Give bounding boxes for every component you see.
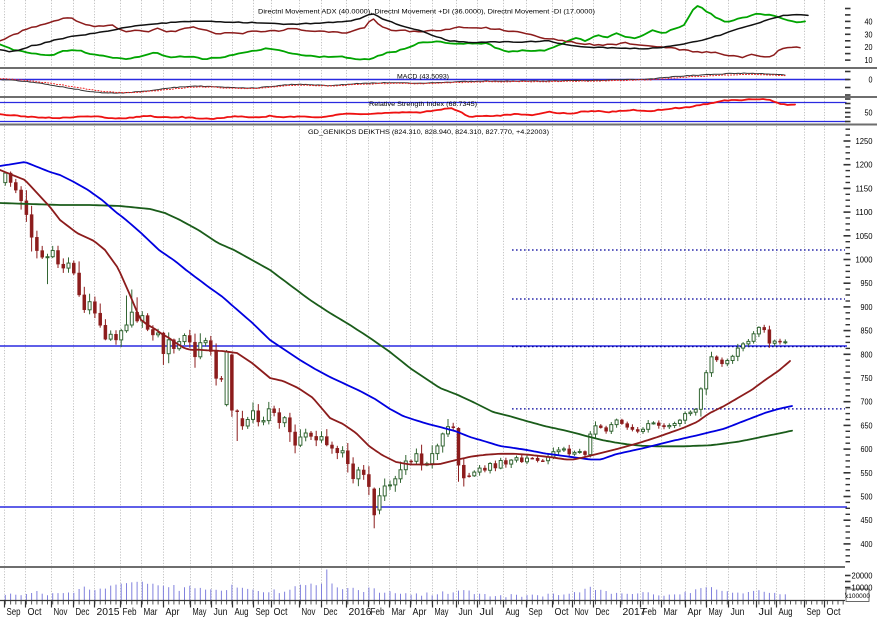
svg-text:Oct: Oct xyxy=(28,606,42,618)
svg-text:1000: 1000 xyxy=(856,255,873,265)
svg-text:650: 650 xyxy=(861,420,873,430)
svg-text:50: 50 xyxy=(865,108,873,118)
svg-text:500: 500 xyxy=(861,492,873,502)
svg-text:30: 30 xyxy=(865,29,873,39)
svg-text:1150: 1150 xyxy=(856,183,873,193)
svg-text:800: 800 xyxy=(861,349,873,359)
svg-text:Oct: Oct xyxy=(827,606,841,618)
svg-text:2015: 2015 xyxy=(97,606,120,618)
svg-text:Apr: Apr xyxy=(688,606,702,618)
svg-text:850: 850 xyxy=(861,326,873,336)
svg-text:Jul: Jul xyxy=(759,606,773,618)
svg-text:Mar: Mar xyxy=(664,606,678,618)
svg-text:1200: 1200 xyxy=(856,160,873,170)
svg-text:1250: 1250 xyxy=(856,136,873,146)
svg-text:700: 700 xyxy=(861,397,873,407)
svg-text:May: May xyxy=(709,606,724,618)
svg-text:1100: 1100 xyxy=(856,207,873,217)
svg-text:Relative Strength Index (68.73: Relative Strength Index (68.7345) xyxy=(369,101,477,108)
svg-text:20: 20 xyxy=(865,42,873,52)
svg-text:950: 950 xyxy=(861,278,873,288)
svg-text:0: 0 xyxy=(869,75,873,85)
svg-text:Mar: Mar xyxy=(392,606,406,618)
svg-text:2017: 2017 xyxy=(623,606,646,618)
svg-text:May: May xyxy=(435,606,450,618)
svg-text:Jun: Jun xyxy=(214,606,228,618)
svg-text:Dec: Dec xyxy=(324,606,338,618)
svg-text:Aug: Aug xyxy=(506,606,520,618)
svg-text:Dec: Dec xyxy=(76,606,90,618)
svg-text:Dec: Dec xyxy=(596,606,610,618)
svg-text:900: 900 xyxy=(861,302,873,312)
svg-text:450: 450 xyxy=(861,515,873,525)
svg-text:750: 750 xyxy=(861,373,873,383)
svg-text:Oct: Oct xyxy=(555,606,569,618)
svg-text:Directnl Movement ADX (40.0000: Directnl Movement ADX (40.0000), Directn… xyxy=(258,9,595,16)
svg-text:Jun: Jun xyxy=(459,606,473,618)
svg-text:600: 600 xyxy=(861,444,873,454)
svg-text:Nov: Nov xyxy=(575,606,590,618)
svg-text:550: 550 xyxy=(861,468,873,478)
svg-text:May: May xyxy=(193,606,208,618)
svg-text:Feb: Feb xyxy=(371,606,385,618)
svg-text:Aug: Aug xyxy=(235,606,249,618)
svg-text:Jul: Jul xyxy=(480,606,494,618)
svg-text:Mar: Mar xyxy=(144,606,158,618)
svg-text:Aug: Aug xyxy=(779,606,793,618)
svg-text:Apr: Apr xyxy=(166,606,180,618)
svg-text:1050: 1050 xyxy=(856,231,873,241)
svg-text:Sep: Sep xyxy=(256,606,270,618)
svg-text:MACD (43.5093): MACD (43.5093) xyxy=(397,74,449,81)
svg-text:Feb: Feb xyxy=(643,606,657,618)
svg-text:Feb: Feb xyxy=(123,606,137,618)
svg-text:400: 400 xyxy=(861,539,873,549)
svg-text:10: 10 xyxy=(865,55,873,65)
svg-text:Oct: Oct xyxy=(274,606,288,618)
svg-text:10000: 10000 xyxy=(852,583,873,593)
svg-text:Jun: Jun xyxy=(731,606,745,618)
svg-text:2016: 2016 xyxy=(349,606,372,618)
svg-text:Nov: Nov xyxy=(54,606,69,618)
svg-text:Nov: Nov xyxy=(302,606,317,618)
svg-text:Sep: Sep xyxy=(7,606,21,618)
svg-text:GD_GENIKOS DEIKTHS (824.310, 8: GD_GENIKOS DEIKTHS (824.310, 828.940, 82… xyxy=(308,129,549,136)
svg-text:20000: 20000 xyxy=(852,571,873,581)
svg-text:Sep: Sep xyxy=(529,606,543,618)
svg-text:x100000: x100000 xyxy=(845,593,870,600)
svg-text:40: 40 xyxy=(865,16,873,26)
svg-text:Apr: Apr xyxy=(413,606,427,618)
svg-text:Sep: Sep xyxy=(807,606,821,618)
